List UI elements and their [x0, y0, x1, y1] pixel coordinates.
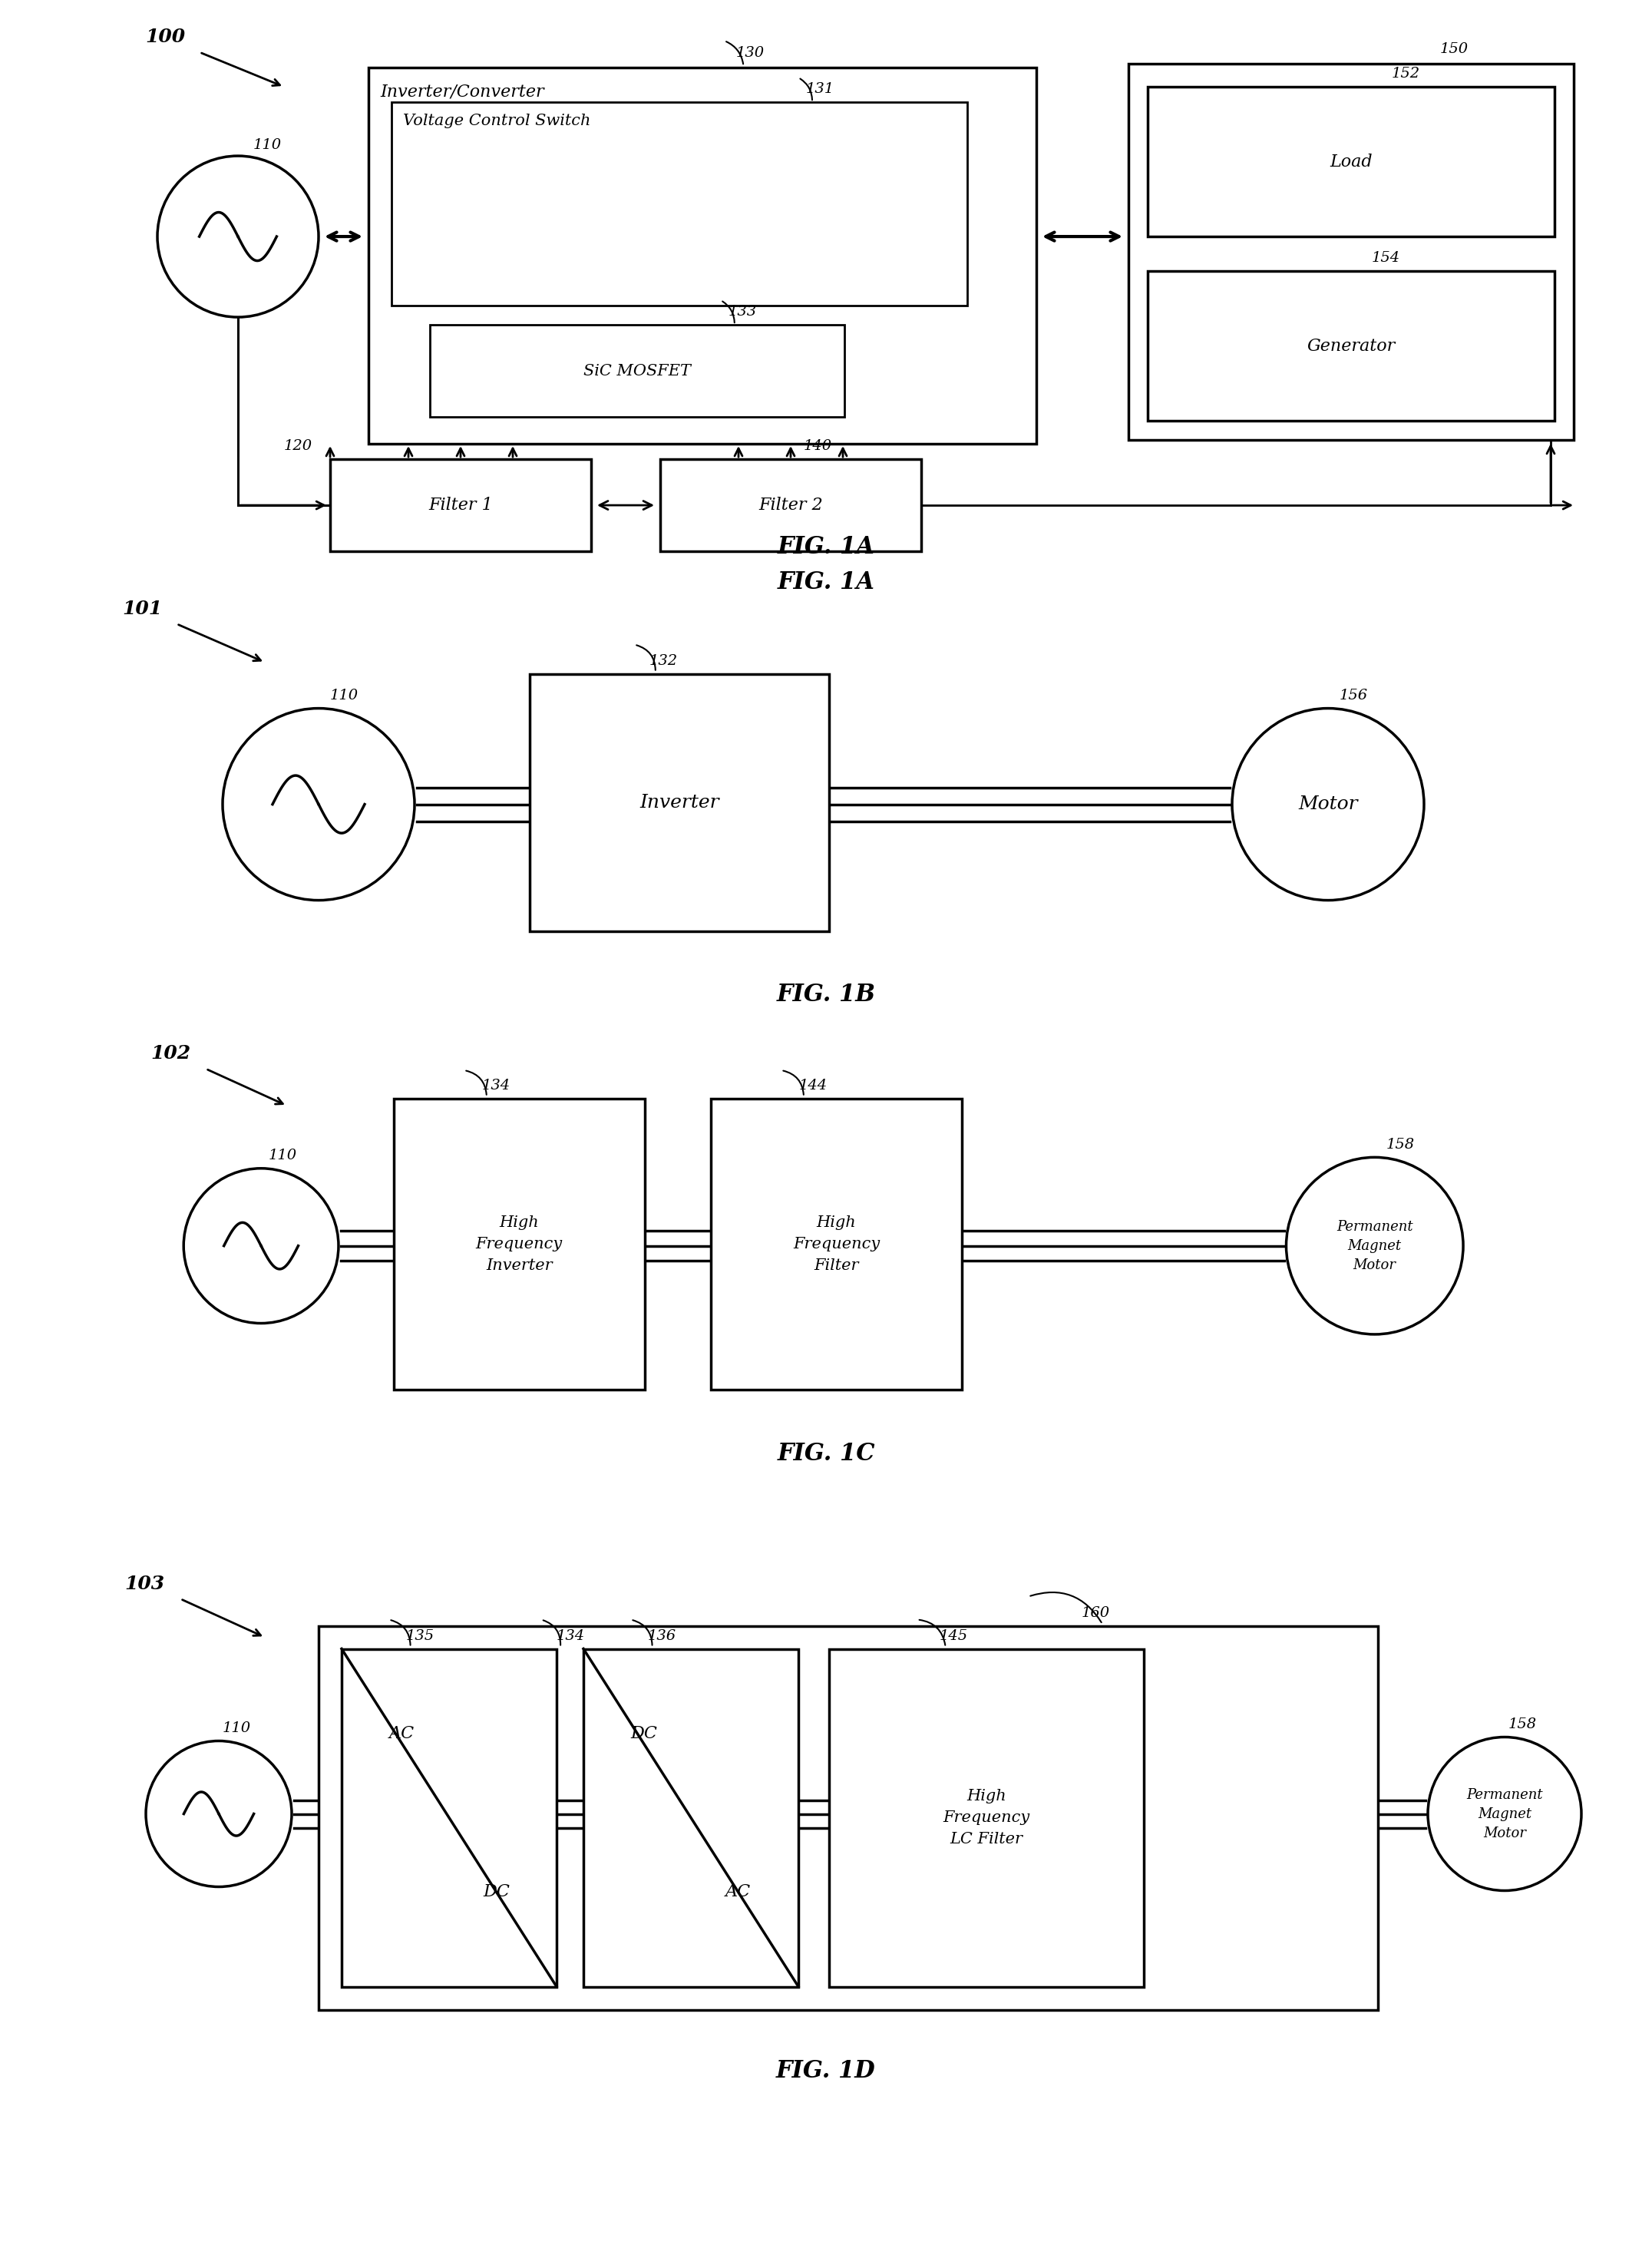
Text: Voltage Control Switch: Voltage Control Switch	[403, 113, 591, 129]
Bar	[392, 102, 968, 305]
Text: 120: 120	[284, 440, 312, 454]
Text: DC: DC	[629, 1725, 657, 1741]
Text: 160: 160	[1082, 1605, 1110, 1619]
Text: 145: 145	[940, 1628, 968, 1642]
Text: 135: 135	[406, 1628, 434, 1642]
Text: 158: 158	[1508, 1716, 1536, 1732]
Text: Inverter/Converter: Inverter/Converter	[380, 84, 544, 99]
Bar	[710, 1097, 961, 1389]
Text: 134: 134	[482, 1079, 510, 1093]
Text: 102: 102	[150, 1045, 192, 1064]
Text: 140: 140	[805, 440, 833, 454]
Text: 130: 130	[735, 45, 765, 61]
Bar	[342, 1648, 557, 1987]
Text: 150: 150	[1441, 43, 1469, 56]
Text: 158: 158	[1386, 1138, 1414, 1152]
Circle shape	[223, 709, 415, 901]
Text: 131: 131	[806, 81, 834, 97]
Text: Inverter: Inverter	[639, 795, 719, 811]
Text: FIG. 1D: FIG. 1D	[776, 2059, 876, 2082]
Text: Permanent
Magnet
Motor: Permanent Magnet Motor	[1467, 1788, 1543, 1840]
Bar	[1148, 271, 1555, 420]
Bar	[829, 1648, 1143, 1987]
Bar	[368, 68, 1036, 445]
Bar	[583, 1648, 798, 1987]
Circle shape	[1287, 1158, 1464, 1334]
Text: Motor: Motor	[1298, 795, 1358, 813]
Text: Filter 1: Filter 1	[428, 497, 492, 513]
Text: High
Frequency
LC Filter: High Frequency LC Filter	[943, 1788, 1029, 1847]
Text: Filter 2: Filter 2	[758, 497, 823, 513]
Bar	[1148, 86, 1555, 237]
Text: High
Frequency
Filter: High Frequency Filter	[793, 1215, 881, 1274]
Text: 154: 154	[1371, 251, 1399, 264]
Text: 110: 110	[253, 138, 282, 151]
Text: FIG. 1B: FIG. 1B	[776, 982, 876, 1007]
Text: High
Frequency
Inverter: High Frequency Inverter	[476, 1215, 563, 1274]
Circle shape	[145, 1741, 292, 1888]
Text: 100: 100	[145, 27, 185, 45]
Text: FIG. 1A: FIG. 1A	[778, 571, 874, 594]
Text: 156: 156	[1340, 689, 1368, 702]
Bar	[330, 458, 591, 551]
Bar	[661, 458, 922, 551]
Text: 110: 110	[223, 1721, 251, 1734]
Circle shape	[1232, 709, 1424, 901]
Bar	[530, 673, 829, 930]
Text: 152: 152	[1391, 68, 1421, 81]
Bar	[1128, 63, 1574, 440]
Text: 101: 101	[122, 598, 162, 619]
Text: Load: Load	[1330, 154, 1373, 172]
Text: 133: 133	[729, 305, 757, 318]
Text: 110: 110	[330, 689, 358, 702]
Text: 110: 110	[268, 1149, 297, 1163]
Text: SiC MOSFET: SiC MOSFET	[583, 364, 691, 377]
Circle shape	[1427, 1736, 1581, 1890]
Circle shape	[183, 1167, 339, 1323]
Text: Permanent
Magnet
Motor: Permanent Magnet Motor	[1336, 1219, 1412, 1271]
Text: 144: 144	[798, 1079, 828, 1093]
Bar	[393, 1097, 644, 1389]
Bar	[430, 325, 844, 418]
Circle shape	[157, 156, 319, 316]
Text: FIG. 1C: FIG. 1C	[776, 1443, 876, 1465]
Text: Generator: Generator	[1307, 339, 1396, 355]
Bar	[319, 1626, 1378, 2010]
Text: FIG. 1A: FIG. 1A	[778, 535, 874, 560]
Text: 132: 132	[649, 655, 677, 668]
Text: 134: 134	[557, 1628, 585, 1642]
Text: DC: DC	[482, 1883, 510, 1901]
Text: AC: AC	[390, 1725, 415, 1741]
Text: AC: AC	[725, 1883, 752, 1901]
Text: 103: 103	[124, 1574, 164, 1592]
Text: 136: 136	[648, 1628, 676, 1642]
